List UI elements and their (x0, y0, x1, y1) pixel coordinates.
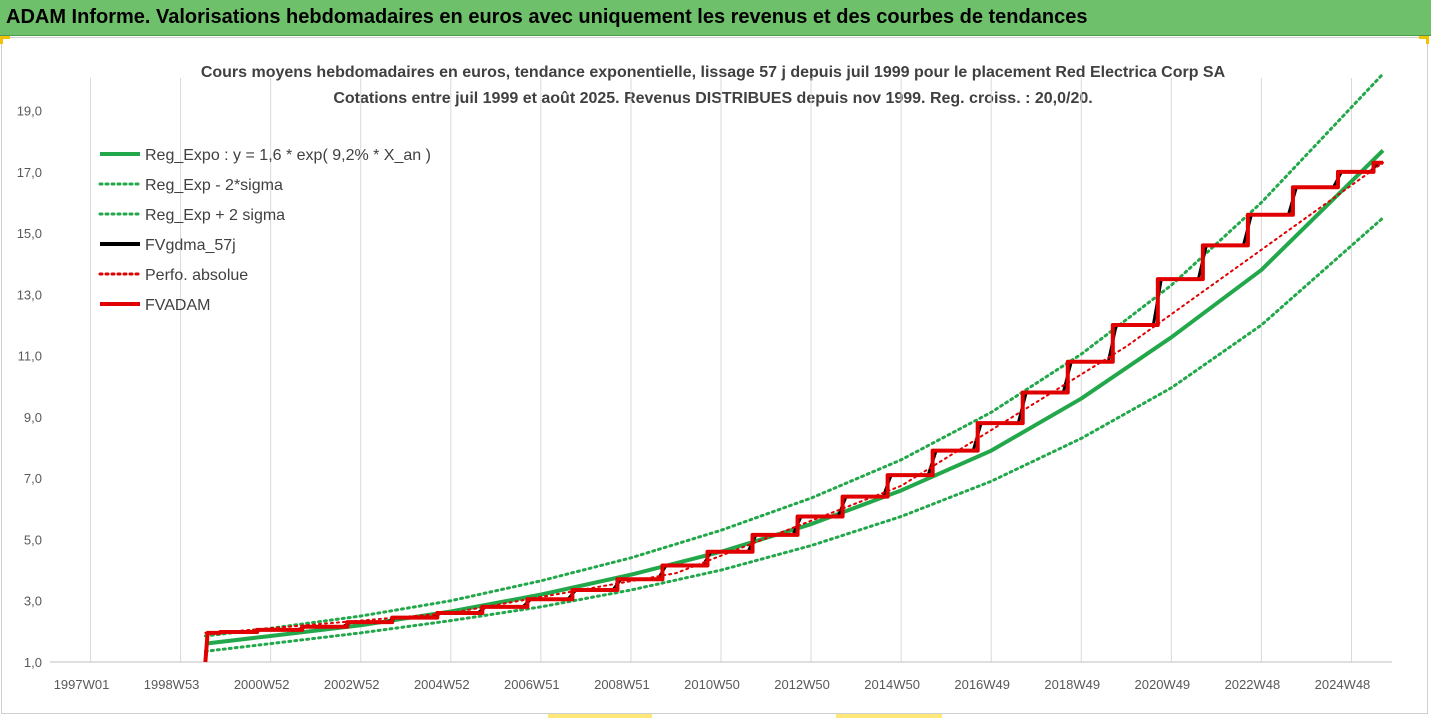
x-tick-label: 2008W51 (594, 677, 650, 692)
x-tick-label: 1998W53 (144, 677, 200, 692)
series-line (203, 72, 1385, 638)
y-tick-label: 17,0 (17, 165, 42, 180)
legend-label: FVADAM (145, 297, 210, 314)
x-tick-label: 2024W48 (1315, 677, 1371, 692)
y-tick-label: 15,0 (17, 226, 42, 241)
x-tick-label: 1997W01 (54, 677, 110, 692)
x-tick-label: 2004W52 (414, 677, 470, 692)
x-tick-label: 2012W50 (774, 677, 830, 692)
legend-label: Reg_Exp + 2 sigma (145, 207, 285, 224)
y-axis: 1,0 3,0 5,0 7,0 9,0 11,0 13,0 15,0 17,0 19,0 (17, 104, 42, 670)
chart-title: Cours moyens hebdomadaires en euros, ten… (201, 64, 1226, 81)
x-axis: 1997W01 1998W53 2000W52 2002W52 2004W52 2006W… (50, 661, 1392, 692)
resize-handle-top-right[interactable] (1419, 36, 1429, 39)
y-tick-label: 19,0 (17, 104, 42, 119)
x-tick-label: 2022W48 (1225, 677, 1281, 692)
series-line (203, 216, 1385, 653)
gridlines (90, 78, 1352, 662)
x-tick-label: 2000W52 (234, 677, 290, 692)
legend-label: Perfo. absolue (145, 267, 248, 284)
resize-handle-top-right[interactable] (1426, 36, 1429, 44)
resize-handle-bottom-left[interactable] (548, 714, 652, 718)
chart-frame (1, 37, 1428, 714)
series-line (203, 161, 1383, 663)
legend: Reg_Expo : y = 1,6 * exp( 9,2% * X_an ) R… (98, 147, 431, 314)
y-tick-label: 5,0 (24, 532, 42, 547)
series-line (204, 161, 1384, 634)
x-tick-label: 2016W49 (954, 677, 1010, 692)
series-lines (203, 72, 1385, 663)
x-tick-label: 2002W52 (324, 677, 380, 692)
x-tick-label: 2020W49 (1135, 677, 1191, 692)
report-title: ADAM Informe. Valorisations hebdomadaire… (6, 6, 1088, 28)
legend-label: Reg_Exp - 2*sigma (145, 177, 283, 194)
x-tick-label: 2018W49 (1044, 677, 1100, 692)
y-tick-label: 11,0 (18, 349, 42, 364)
legend-label: Reg_Expo : y = 1,6 * exp( 9,2% * X_an ) (145, 147, 431, 164)
series-line (205, 149, 1385, 646)
y-tick-label: 3,0 (24, 594, 42, 609)
y-tick-label: 13,0 (17, 287, 42, 302)
legend-label: FVgdma_57j (145, 237, 236, 254)
resize-handle-top-left[interactable] (0, 36, 10, 39)
y-tick-label: 9,0 (24, 410, 42, 425)
y-tick-label: 1,0 (24, 655, 42, 670)
x-tick-label: 2010W50 (684, 677, 740, 692)
report-banner: ADAM Informe. Valorisations hebdomadaire… (0, 0, 1431, 36)
resize-handle-bottom-right[interactable] (836, 714, 942, 718)
y-tick-label: 7,0 (24, 471, 42, 486)
x-tick-label: 2006W51 (504, 677, 560, 692)
resize-handle-top-left[interactable] (0, 36, 3, 44)
series-line (203, 160, 1383, 663)
x-tick-label: 2014W50 (864, 677, 920, 692)
chart-subtitle: Cotations entre juil 1999 et août 2025. … (333, 90, 1092, 107)
